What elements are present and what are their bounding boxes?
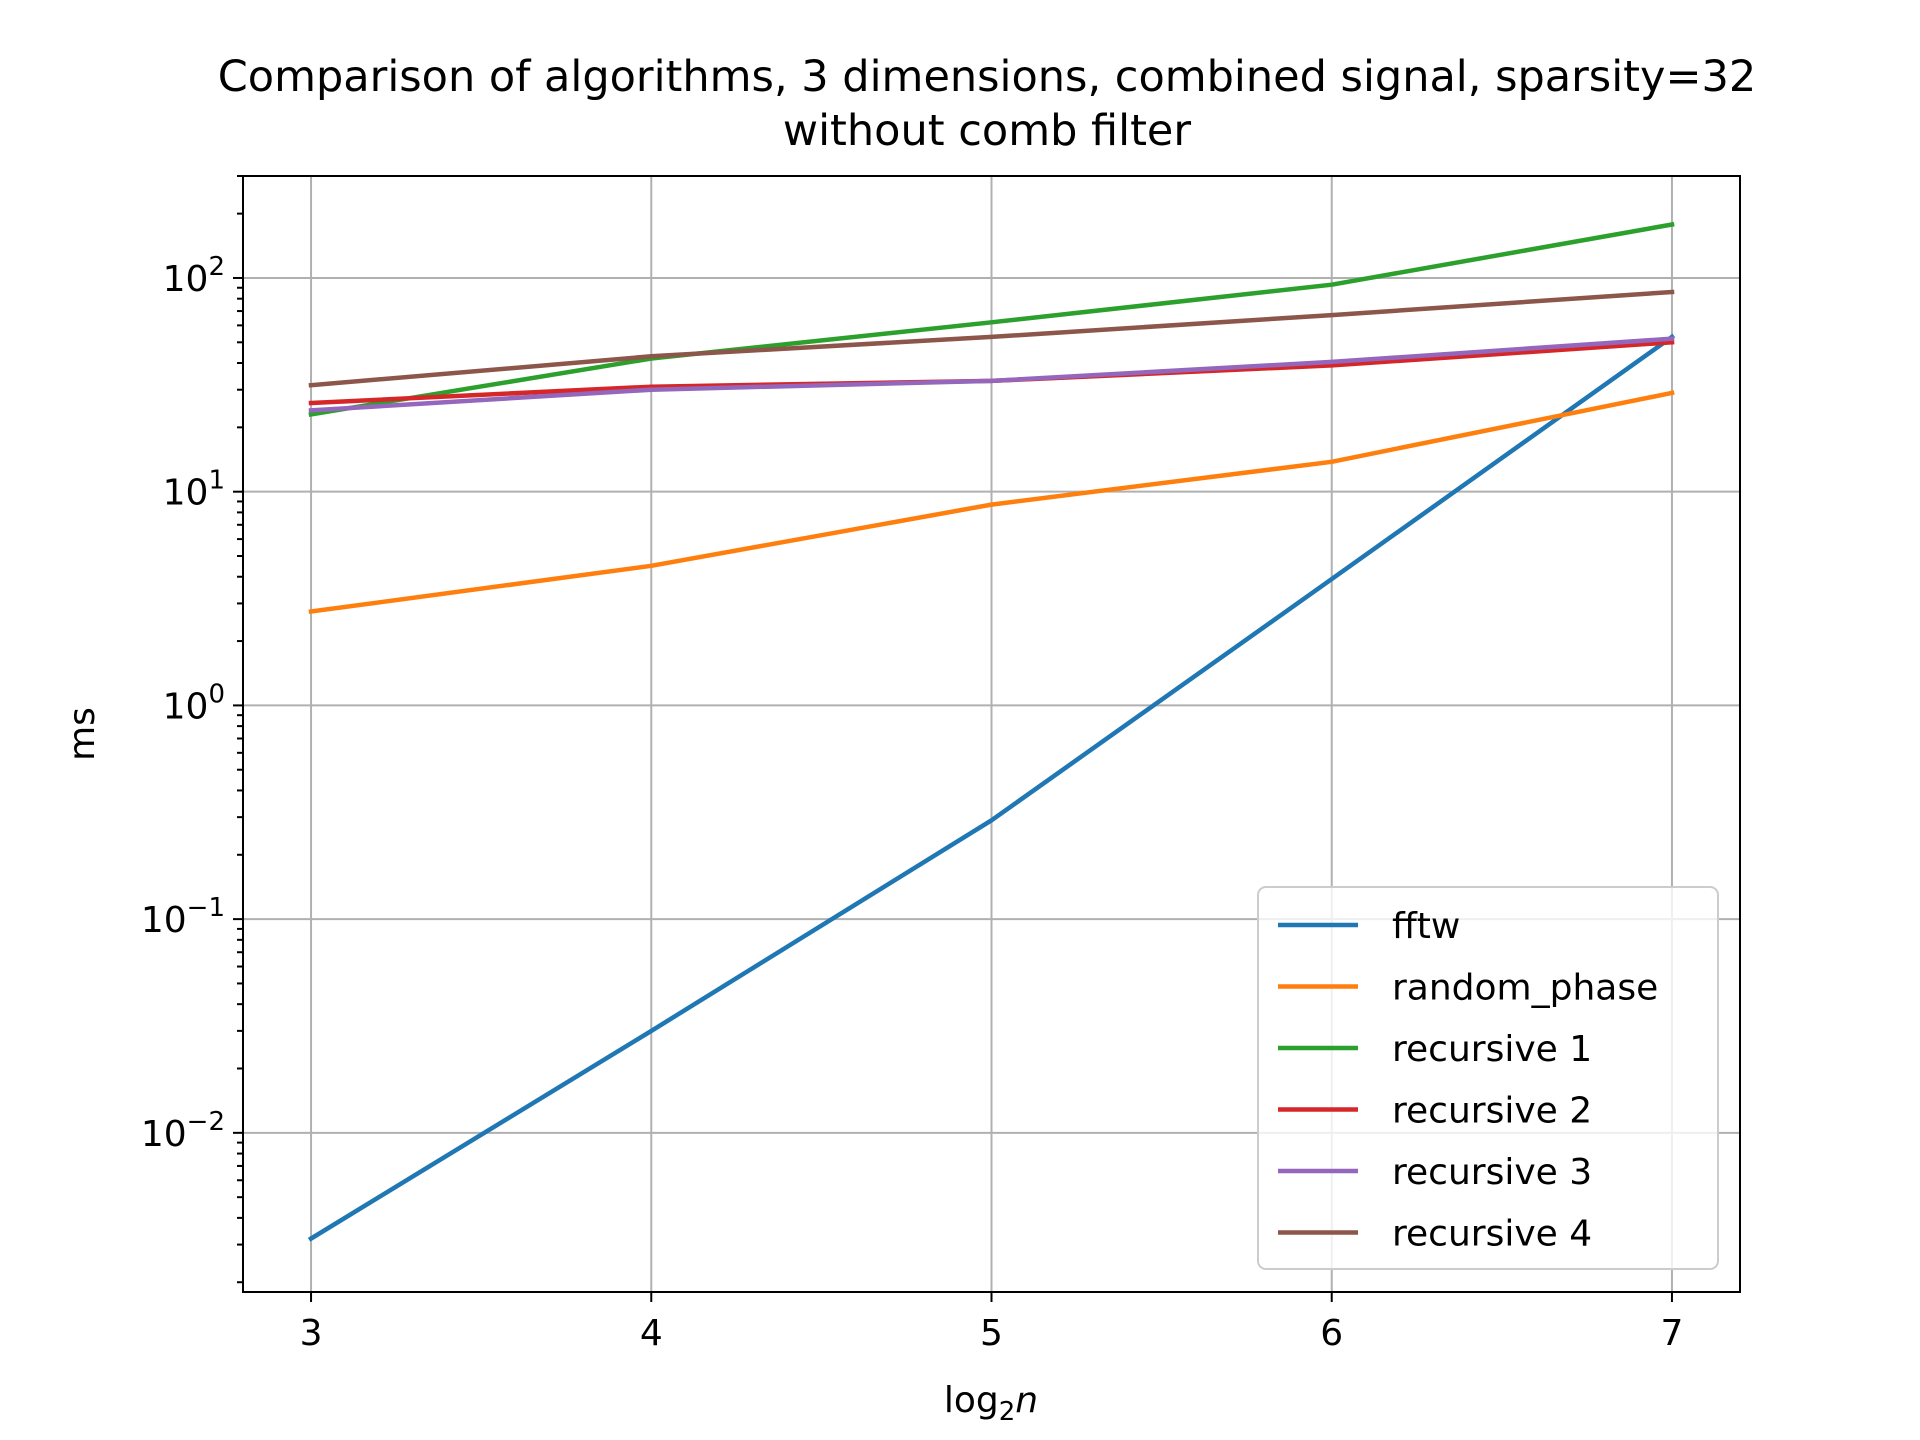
x-tick-label: 3 <box>300 1313 323 1354</box>
legend: fftw random_phase recursive 1 recursive 2 re… <box>1257 886 1719 1270</box>
axis-ticks: 3 4 5 6 7 10−2 10−1 100 101 102 <box>141 175 1684 1354</box>
legend-label: recursive 3 <box>1392 1152 1592 1193</box>
grid <box>243 176 1740 1292</box>
x-axis-label-subscript: 2 <box>999 1397 1016 1427</box>
x-tick-label: 5 <box>980 1313 1003 1354</box>
legend-box <box>1257 886 1719 1270</box>
series-line-recursive-4 <box>308 289 1675 388</box>
legend-label: recursive 4 <box>1392 1214 1592 1255</box>
chart-subtitle: without comb filter <box>783 106 1191 156</box>
x-tick-label: 6 <box>1320 1313 1343 1354</box>
legend-label: recursive 1 <box>1392 1029 1592 1070</box>
legend-label: recursive 2 <box>1392 1091 1592 1132</box>
series-lines <box>307 221 1676 1242</box>
y-tick-label: 10−1 <box>141 893 225 941</box>
y-tick-label: 102 <box>163 252 225 300</box>
y-tick-label: 100 <box>163 679 225 727</box>
y-tick-label: 101 <box>163 466 225 514</box>
x-axis-label-base: log <box>944 1380 999 1421</box>
x-axis-label-variable: n <box>1015 1380 1038 1421</box>
y-axis-label: ms <box>62 707 103 761</box>
x-tick-label: 4 <box>640 1313 663 1354</box>
series-line-random-phase <box>308 390 1675 615</box>
series-line-recursive-1 <box>308 221 1675 417</box>
series-line-recursive-3 <box>308 336 1675 413</box>
chart-title: Comparison of algorithms, 3 dimensions, … <box>218 52 1756 102</box>
legend-label: random_phase <box>1392 968 1658 1009</box>
x-tick-label: 7 <box>1661 1313 1684 1354</box>
y-tick-label: 10−2 <box>141 1107 225 1155</box>
series-line-fftw <box>307 333 1676 1242</box>
x-axis-label: log2n <box>944 1380 1038 1427</box>
legend-label: fftw <box>1392 906 1460 947</box>
